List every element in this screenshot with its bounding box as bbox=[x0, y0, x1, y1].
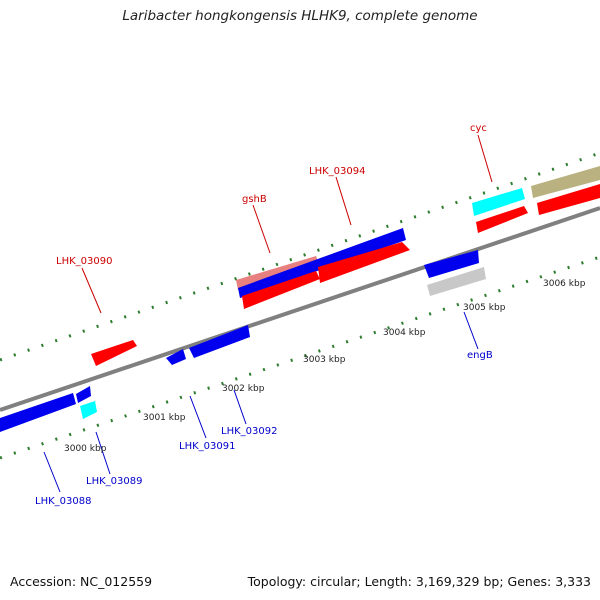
scale-label: 3001 kbp bbox=[143, 413, 186, 423]
gene-label-lhk-03089[interactable]: LHK_03089 bbox=[86, 476, 142, 487]
scale-label: 3006 kbp bbox=[543, 279, 586, 289]
leader-cyc bbox=[477, 134, 493, 183]
map-title: Laribacter hongkongensis HLHK9, complete… bbox=[122, 8, 478, 24]
gene-arrow-lhk-03088[interactable] bbox=[0, 393, 76, 432]
gene-label-gshb[interactable]: gshB bbox=[242, 194, 267, 205]
gene-arrow-gray[interactable] bbox=[427, 267, 486, 296]
gene-arrow-engb[interactable] bbox=[424, 250, 479, 278]
gene-arrow-lhk-03092[interactable] bbox=[189, 325, 250, 358]
gene-arrow-lhk-03089[interactable] bbox=[80, 401, 97, 419]
gene-arrow-lhk-03094[interactable] bbox=[242, 271, 320, 309]
leader-lhk-03088 bbox=[43, 451, 61, 493]
gene-label-lhk-03092[interactable]: LHK_03092 bbox=[221, 426, 277, 437]
leader-engb bbox=[463, 311, 479, 350]
gene-label-lhk-03091[interactable]: LHK_03091 bbox=[179, 441, 235, 452]
leader-gshb bbox=[252, 204, 271, 254]
gene-arrow-olive[interactable] bbox=[531, 166, 600, 198]
gene-arrow-red-08[interactable] bbox=[537, 184, 600, 215]
scale-label: 3002 kbp bbox=[222, 384, 265, 394]
gene-arrow-lhk-03094-upper[interactable] bbox=[238, 228, 406, 298]
leader-lhk-03092 bbox=[233, 389, 247, 425]
gene-arrow-red-04[interactable] bbox=[318, 242, 410, 283]
scale-label: 3005 kbp bbox=[463, 303, 506, 313]
scale-label: 3004 kbp bbox=[383, 328, 426, 338]
gene-arrow-lhk-03090[interactable] bbox=[91, 340, 137, 366]
gene-label-engb[interactable]: engB bbox=[467, 350, 493, 361]
genome-summary-text: Topology: circular; Length: 3,169,329 bp… bbox=[247, 574, 591, 589]
leader-lhk-03090 bbox=[81, 267, 102, 314]
gene-label-lhk-03088[interactable]: LHK_03088 bbox=[35, 496, 91, 507]
leader-lhk-03091 bbox=[189, 395, 207, 439]
gene-label-lhk-03094[interactable]: LHK_03094 bbox=[309, 166, 365, 177]
scale-label: 3003 kbp bbox=[303, 355, 346, 365]
gene-arrow-red-06[interactable] bbox=[476, 206, 528, 233]
leader-lhk-03089 bbox=[95, 431, 111, 475]
accession-text: Accession: NC_012559 bbox=[10, 574, 153, 589]
gene-arrow-lhk-03089-blue[interactable] bbox=[76, 386, 91, 403]
gene-label-cyc[interactable]: cyc bbox=[470, 123, 487, 134]
leader-lhk-03094 bbox=[335, 176, 352, 226]
scale-label: 3000 kbp bbox=[64, 444, 107, 454]
genome-backbone bbox=[0, 206, 600, 412]
gene-label-lhk-03090[interactable]: LHK_03090 bbox=[56, 256, 112, 267]
gene-arrow-cyc[interactable] bbox=[472, 188, 525, 216]
gene-arrow-lhk-03091[interactable] bbox=[166, 349, 186, 365]
tick-track-inner bbox=[0, 255, 600, 460]
